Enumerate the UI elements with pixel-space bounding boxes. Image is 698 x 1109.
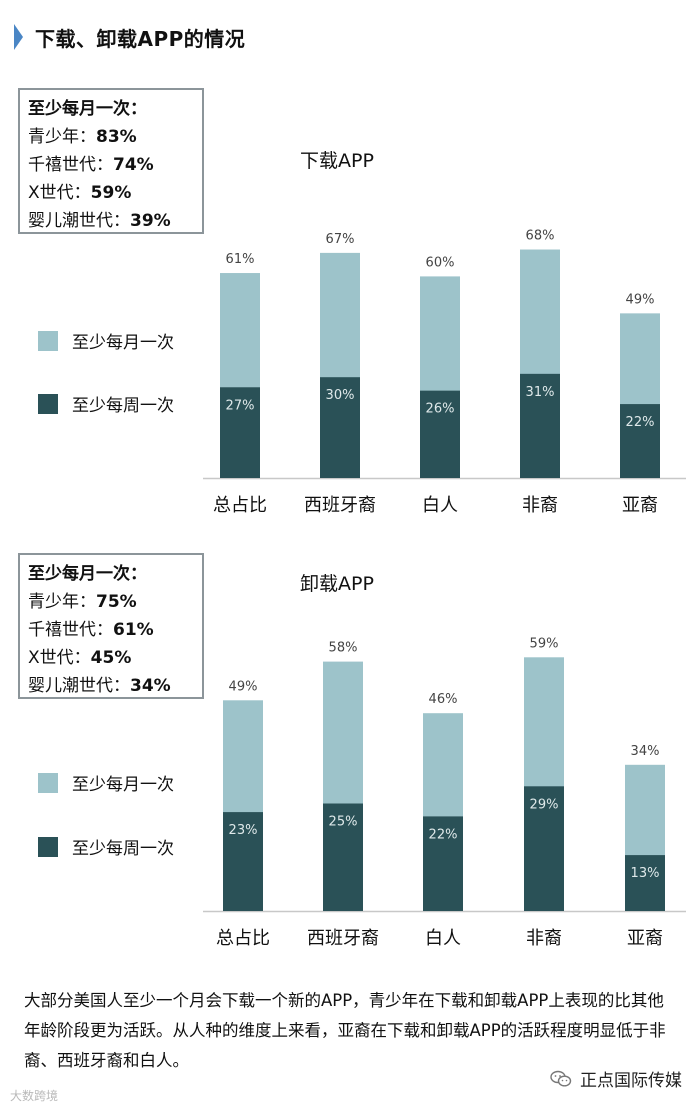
legend-label-monthly: 至少每月一次 [72, 775, 174, 795]
bar-weekly [625, 855, 665, 911]
category-tick-label: 总占比 [213, 495, 267, 516]
data-label-weekly: 23% [229, 823, 258, 838]
category-tick-label: 白人 [425, 928, 461, 949]
bar-weekly [320, 377, 360, 478]
data-label-weekly: 25% [329, 815, 358, 830]
data-label-weekly: 30% [326, 388, 355, 403]
category-tick-label: 亚裔 [622, 495, 658, 516]
chart-title: 下载APP [300, 150, 374, 172]
bar-weekly [420, 390, 460, 478]
legend-swatch-weekly [38, 393, 58, 414]
legend-swatch-weekly [38, 836, 58, 857]
category-tick-label: 西班牙裔 [307, 928, 379, 949]
header-accent-marker [14, 24, 23, 50]
stats-row-millennial: 千禧世代：74% [28, 155, 154, 175]
chart-title: 卸载APP [300, 573, 374, 595]
wechat-icon [550, 1070, 572, 1087]
bar-weekly [323, 803, 363, 911]
stats-row-boomer: 婴儿潮世代：34% [28, 676, 171, 696]
download-stats-box: 至少每月一次： 青少年：83% 千禧世代：74% X世代：59% 婴儿潮世代：3… [18, 88, 204, 234]
summary-paragraph: 大部分美国人至少一个月会下载一个新的APP，青少年在下载和卸载APP上表现的比其… [24, 991, 666, 1070]
stats-heading: 至少每月一次： [28, 99, 147, 119]
stats-row-boomer: 婴儿潮世代：39% [28, 211, 171, 231]
stats-row-genx: X世代：59% [28, 183, 132, 203]
data-label-weekly: 29% [530, 797, 559, 812]
data-label-monthly: 67% [326, 232, 355, 247]
bar-weekly [524, 786, 564, 911]
stats-heading: 至少每月一次： [28, 564, 147, 584]
bar-weekly [220, 387, 260, 478]
legend-label-monthly: 至少每月一次 [72, 333, 174, 353]
legend-weekly: 至少每周一次 [38, 391, 174, 416]
uninstall-chart: 49% 23% 总占比 58% 25% 西班牙裔 46% 22% 白人 59% 29% 非裔 34% 13… [203, 636, 686, 949]
data-label-monthly: 68% [526, 229, 555, 244]
data-label-monthly: 59% [530, 636, 559, 651]
data-label-monthly: 46% [429, 692, 458, 707]
legend-label-weekly: 至少每周一次 [72, 839, 174, 859]
data-label-monthly: 34% [631, 744, 660, 759]
legend-swatch-monthly [38, 330, 58, 351]
legend-label-weekly: 至少每周一次 [72, 396, 174, 416]
stats-row-millennial: 千禧世代：61% [28, 620, 154, 640]
data-label-monthly: 58% [329, 641, 358, 656]
bar-weekly [223, 812, 263, 911]
section-header: 下载、卸载APP的情况 [14, 22, 245, 52]
stats-row-teen: 青少年：83% [28, 127, 137, 147]
category-tick-label: 白人 [422, 495, 458, 516]
data-label-weekly: 13% [631, 866, 660, 881]
legend-monthly: 至少每月一次 [38, 328, 174, 353]
category-tick-label: 非裔 [522, 495, 558, 516]
bar-weekly [423, 816, 463, 911]
legend-monthly: 至少每月一次 [38, 770, 174, 795]
watermark-text: 大数跨境 [10, 1089, 59, 1103]
data-label-weekly: 26% [426, 402, 455, 417]
category-tick-label: 总占比 [216, 928, 270, 949]
stats-row-genx: X世代：45% [28, 648, 132, 668]
brand-footer: 正点国际传媒 [550, 1066, 682, 1091]
brand-name: 正点国际传媒 [580, 1071, 682, 1091]
data-label-weekly: 22% [429, 827, 458, 842]
bar-weekly [520, 373, 560, 478]
category-tick-label: 亚裔 [627, 928, 663, 949]
data-label-monthly: 49% [229, 679, 258, 694]
data-label-monthly: 61% [226, 252, 255, 267]
uninstall-chart-panel: 49% 23% 总占比 58% 25% 西班牙裔 46% 22% 白人 59% 29% 非裔 34% 13… [0, 545, 698, 949]
stats-row-teen: 青少年：75% [28, 592, 137, 612]
category-tick-label: 非裔 [526, 928, 562, 949]
uninstall-stats-box: 至少每月一次： 青少年：75% 千禧世代：61% X世代：45% 婴儿潮世代：3… [18, 553, 204, 699]
data-label-monthly: 60% [426, 255, 455, 270]
bar-weekly [620, 404, 660, 478]
legend-weekly: 至少每周一次 [38, 834, 174, 859]
data-label-monthly: 49% [626, 292, 655, 307]
download-chart: 61% 27% 总占比 67% 30% 西班牙裔 60% 26% 白人 68% 31% 非裔 49% 22… [203, 229, 686, 516]
data-label-weekly: 27% [226, 398, 255, 413]
download-chart-panel: 61% 27% 总占比 67% 30% 西班牙裔 60% 26% 白人 68% 31% 非裔 49% 22… [0, 80, 698, 516]
section-title: 下载、卸载APP的情况 [35, 26, 246, 51]
legend-swatch-monthly [38, 772, 58, 793]
data-label-weekly: 31% [526, 385, 555, 400]
data-label-weekly: 22% [626, 415, 655, 430]
category-tick-label: 西班牙裔 [304, 495, 376, 516]
